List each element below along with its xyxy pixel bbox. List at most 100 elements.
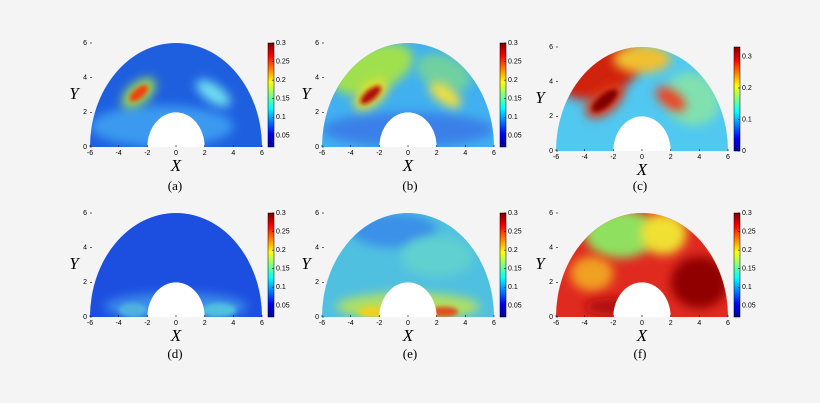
field-blob (670, 256, 728, 309)
colorbar-tick-label: 0.05 (508, 133, 522, 140)
y-axis-label: Y (301, 254, 312, 273)
colorbar-tick-label: 0.3 (742, 210, 752, 217)
panel: -6 -4 -2 0 2 4 6 0 2 4 6 X Y 0 0.1 0.2 0.3 (c) (535, 44, 752, 193)
cylinder (147, 282, 205, 317)
cylinder (613, 282, 671, 317)
y-tick-label: 2 (83, 279, 87, 286)
colorbar (267, 212, 275, 318)
y-axis-label: Y (301, 84, 312, 103)
field-blob (664, 72, 721, 126)
y-tick-label: 2 (83, 109, 87, 116)
y-tick-label: 0 (83, 314, 87, 321)
colorbar-tick-label: 0.25 (276, 228, 290, 235)
panel-caption: (e) (403, 346, 417, 361)
panel-caption: (d) (167, 346, 182, 361)
panel: -6 -4 -2 0 2 4 6 0 2 4 6 X Y 0.05 0.1 0.15 0.2 0.25 0.3 (b) (301, 40, 522, 193)
colorbar-tick-label: 0.2 (276, 77, 286, 84)
x-tick-label: 0 (174, 150, 178, 157)
colorbar-tick-label: 0.15 (276, 96, 290, 103)
x-tick-label: 4 (463, 320, 467, 327)
x-tick-label: -6 (87, 320, 93, 327)
x-tick-label: 2 (203, 150, 207, 157)
y-tick-label: 4 (315, 245, 319, 252)
y-tick-label: 0 (549, 314, 553, 321)
x-axis-label: X (170, 326, 182, 345)
colorbar-tick-label: 0.3 (508, 210, 518, 217)
y-tick-label: 0 (83, 144, 87, 151)
x-axis-label: X (636, 160, 648, 179)
x-tick-label: -2 (376, 150, 382, 157)
colorbar-tick-label: 0.2 (276, 247, 286, 254)
x-tick-label: 6 (492, 320, 496, 327)
colorbar-tick-label: 0.3 (508, 40, 518, 47)
colorbar-tick-label: 0.1 (276, 284, 286, 291)
x-tick-label: -6 (553, 154, 559, 161)
x-tick-label: 2 (203, 320, 207, 327)
colorbar (267, 42, 275, 148)
x-tick-label: 4 (697, 154, 701, 161)
field-blob (570, 256, 614, 291)
y-axis-label: Y (69, 254, 80, 273)
y-tick-label: 6 (549, 44, 553, 51)
field-blob (429, 306, 459, 317)
x-tick-label: 6 (260, 320, 264, 327)
field-blob (196, 79, 231, 107)
x-tick-label: 0 (640, 320, 644, 327)
field-blob (429, 82, 462, 108)
field-blob (201, 303, 237, 317)
x-tick-label: -2 (144, 320, 150, 327)
x-axis-label: X (402, 326, 414, 345)
field-blob (416, 53, 472, 92)
y-tick-label: 4 (315, 75, 319, 82)
y-tick-label: 0 (315, 314, 319, 321)
colorbar-tick-label: 0.3 (276, 40, 286, 47)
x-tick-label: 2 (435, 320, 439, 327)
x-tick-label: 2 (669, 154, 673, 161)
colorbar-tick-label: 0.1 (742, 284, 752, 291)
x-tick-label: -6 (553, 320, 559, 327)
y-tick-label: 4 (549, 79, 553, 86)
field-blob (640, 213, 687, 255)
x-tick-label: -6 (319, 320, 325, 327)
x-tick-label: 6 (492, 150, 496, 157)
y-tick-label: 2 (549, 113, 553, 120)
field-blob (613, 47, 671, 74)
colorbar-tick-label: 0.1 (508, 114, 518, 121)
panel-caption: (c) (633, 178, 647, 193)
field-blob (655, 86, 686, 112)
colorbar-tick-label: 0.15 (508, 96, 522, 103)
colorbar-tick-label: 0.05 (508, 303, 522, 310)
y-tick-label: 4 (83, 75, 87, 82)
y-tick-label: 4 (83, 245, 87, 252)
colorbar (499, 212, 507, 318)
x-tick-label: -4 (582, 154, 588, 161)
x-tick-label: 0 (406, 320, 410, 327)
colorbar-tick-label: 0.2 (508, 247, 518, 254)
y-axis-label: Y (535, 88, 546, 107)
y-tick-label: 2 (315, 279, 319, 286)
colorbar-tick-label: 0.2 (508, 77, 518, 84)
x-tick-label: -4 (116, 150, 122, 157)
colorbar-tick-label: 0.1 (276, 114, 286, 121)
x-tick-label: 0 (406, 150, 410, 157)
colorbar-tick-label: 0.25 (508, 58, 522, 65)
x-tick-label: 4 (231, 320, 235, 327)
y-tick-label: 0 (549, 148, 553, 155)
colorbar (733, 212, 741, 318)
colorbar-tick-label: 0.05 (742, 303, 756, 310)
panel-caption: (b) (402, 178, 417, 193)
x-tick-label: 6 (260, 150, 264, 157)
x-tick-label: 6 (726, 154, 730, 161)
colorbar-tick-label: 0.15 (276, 266, 290, 273)
x-axis-label: X (170, 156, 182, 175)
y-tick-label: 6 (315, 210, 319, 217)
panel-caption: (f) (634, 346, 647, 361)
x-tick-label: 4 (463, 150, 467, 157)
colorbar-tick-label: 0.15 (742, 266, 756, 273)
x-axis-label: X (402, 156, 414, 175)
x-tick-label: 0 (640, 154, 644, 161)
y-tick-label: 6 (549, 210, 553, 217)
y-tick-label: 6 (83, 40, 87, 47)
x-tick-label: -2 (610, 320, 616, 327)
x-tick-label: 6 (726, 320, 730, 327)
